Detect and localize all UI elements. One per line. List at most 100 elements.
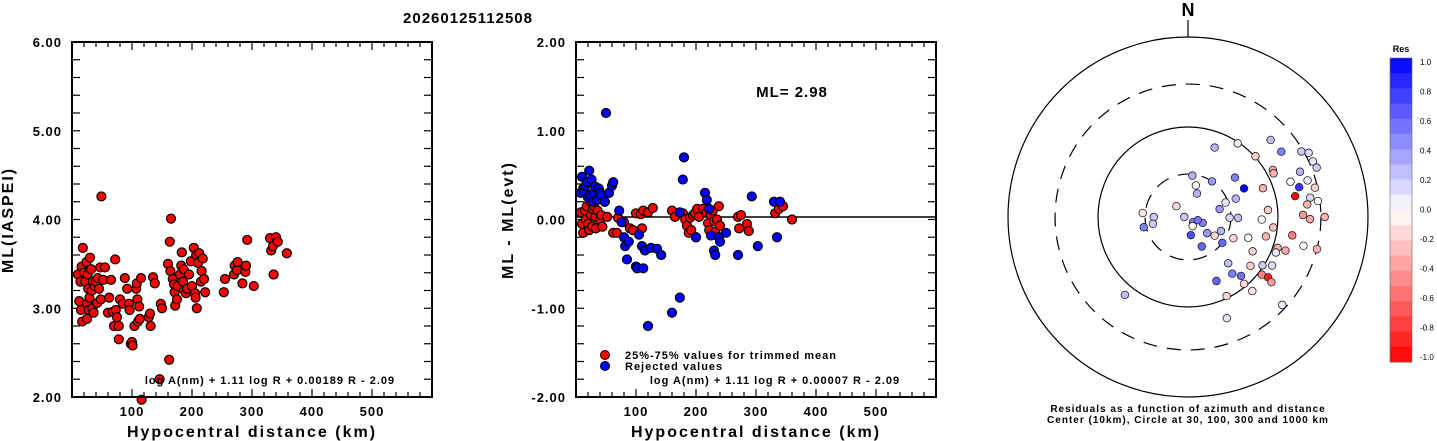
- y-tick-label: 2.00: [537, 35, 566, 50]
- rejected-point: [642, 320, 654, 332]
- colorbar-label: 0.0: [1420, 205, 1432, 214]
- station-residual-point: [1295, 167, 1305, 176]
- y-tick-label: 1.00: [537, 124, 566, 139]
- rejected-point: [732, 249, 744, 261]
- map-caption-1: Residuals as a function of azimuth and d…: [1050, 404, 1325, 415]
- rejected-point: [621, 254, 633, 265]
- data-point: [93, 283, 105, 294]
- station-residual-point: [1299, 241, 1308, 250]
- residual-azimuth-map: N Residuals as a function of azimuth and…: [1007, 0, 1434, 426]
- colorbar-bin: [1390, 240, 1412, 257]
- data-point: [88, 307, 99, 318]
- data-point: [135, 272, 147, 284]
- colorbar-title: Res: [1393, 44, 1410, 54]
- plot-frame: [575, 41, 937, 398]
- data-point: [77, 242, 88, 253]
- x-axis-label: Hypocentral distance (km): [127, 424, 377, 441]
- rejected-point: [720, 227, 732, 238]
- rejected-point: [704, 203, 715, 214]
- y-tick-label: -1.00: [531, 301, 566, 316]
- data-point: [156, 303, 168, 314]
- station-residual-point: [1210, 143, 1219, 152]
- station-residual-point: [1298, 210, 1308, 220]
- station-residual-point: [1236, 271, 1246, 281]
- station-residual-point: [1312, 163, 1321, 172]
- colorbar-bin: [1390, 103, 1412, 120]
- station-residual-point: [1297, 147, 1306, 156]
- station-residual-point: [1269, 223, 1278, 232]
- data-point: [96, 191, 107, 202]
- station-residual-point: [1203, 228, 1212, 238]
- data-point: [198, 273, 210, 285]
- y-tick-label: 6.00: [33, 35, 62, 50]
- y-tick-label: 3.00: [33, 301, 62, 316]
- colorbar-label: 0.8: [1420, 87, 1432, 96]
- rejected-point: [616, 217, 627, 228]
- station-residual-point: [1303, 176, 1312, 185]
- data-point: [219, 273, 231, 285]
- station-residual-point: [1308, 157, 1318, 166]
- trimmed-point: [786, 214, 798, 225]
- station-residual-point: [1215, 204, 1224, 214]
- data-point: [183, 269, 195, 280]
- rejected-point: [600, 107, 612, 119]
- station-residual-point: [1310, 183, 1320, 192]
- trimmed-point: [734, 223, 745, 234]
- colorbar-label: -0.2: [1420, 235, 1434, 244]
- ml-annotation: ML= 2.98: [756, 84, 828, 101]
- station-residual-point: [1225, 213, 1234, 222]
- station-residual-point: [1186, 230, 1196, 240]
- data-point: [218, 287, 229, 298]
- trimmed-point: [602, 211, 613, 222]
- data-point: [232, 257, 243, 268]
- colorbar-bin: [1390, 164, 1412, 181]
- data-point: [281, 248, 292, 259]
- station-residual-point: [1207, 177, 1217, 186]
- station-residual-point: [1290, 191, 1300, 201]
- data-point: [111, 312, 123, 323]
- distance-circle-1000km: [1007, 36, 1369, 398]
- station-residual-point: [1248, 247, 1257, 256]
- x-tick-label: 400: [300, 404, 325, 419]
- y-tick-label: 4.00: [33, 213, 62, 228]
- data-point: [119, 272, 130, 284]
- colorbar-label: -0.6: [1420, 294, 1434, 303]
- station-residual-point: [1193, 215, 1202, 225]
- colorbar-bin: [1390, 58, 1412, 74]
- station-residual-point: [1212, 276, 1221, 286]
- station-residual-point: [1263, 205, 1273, 215]
- station-residual-point: [1277, 147, 1286, 156]
- colorbar-bin: [1390, 134, 1412, 150]
- station-residual-point: [1149, 212, 1158, 222]
- station-residual-point: [1258, 261, 1267, 270]
- station-residual-point: [1224, 259, 1233, 268]
- data-point: [122, 283, 133, 294]
- trimmed-point: [693, 211, 705, 222]
- data-point: [200, 287, 211, 298]
- station-residual-point: [1281, 246, 1290, 255]
- trimmed-point: [686, 225, 697, 236]
- rejected-point: [677, 174, 688, 185]
- rejected-point: [674, 207, 685, 218]
- data-point: [154, 374, 165, 385]
- rejected-point: [666, 307, 678, 318]
- trimmed-point: [597, 221, 608, 232]
- y-tick-label: 2.00: [33, 390, 62, 405]
- data-point: [86, 264, 97, 275]
- data-point: [124, 304, 135, 316]
- station-residual-point: [1288, 231, 1297, 240]
- colorbar-bin: [1390, 331, 1412, 348]
- data-point: [134, 301, 145, 312]
- data-point: [95, 294, 106, 305]
- x-tick-label: 500: [360, 404, 385, 419]
- station-residual-point: [1188, 221, 1197, 231]
- data-point: [171, 294, 183, 305]
- chart-ml-vs-distance: 100 200 300 400 500 2.00 3.00 4.00 5.00 6.00 log …: [0, 35, 433, 441]
- formula-text: log A(nm) + 1.11 log R + 0.00007 R - 2.0…: [650, 375, 900, 387]
- data-point: [268, 269, 279, 280]
- colorbar-bin: [1390, 255, 1412, 272]
- legend-label-trimmed: 25%-75% values for trimmed mean: [625, 350, 837, 362]
- station-residual-point: [1221, 198, 1230, 207]
- x-tick-label: 300: [240, 404, 265, 419]
- station-residual-point: [1239, 184, 1249, 193]
